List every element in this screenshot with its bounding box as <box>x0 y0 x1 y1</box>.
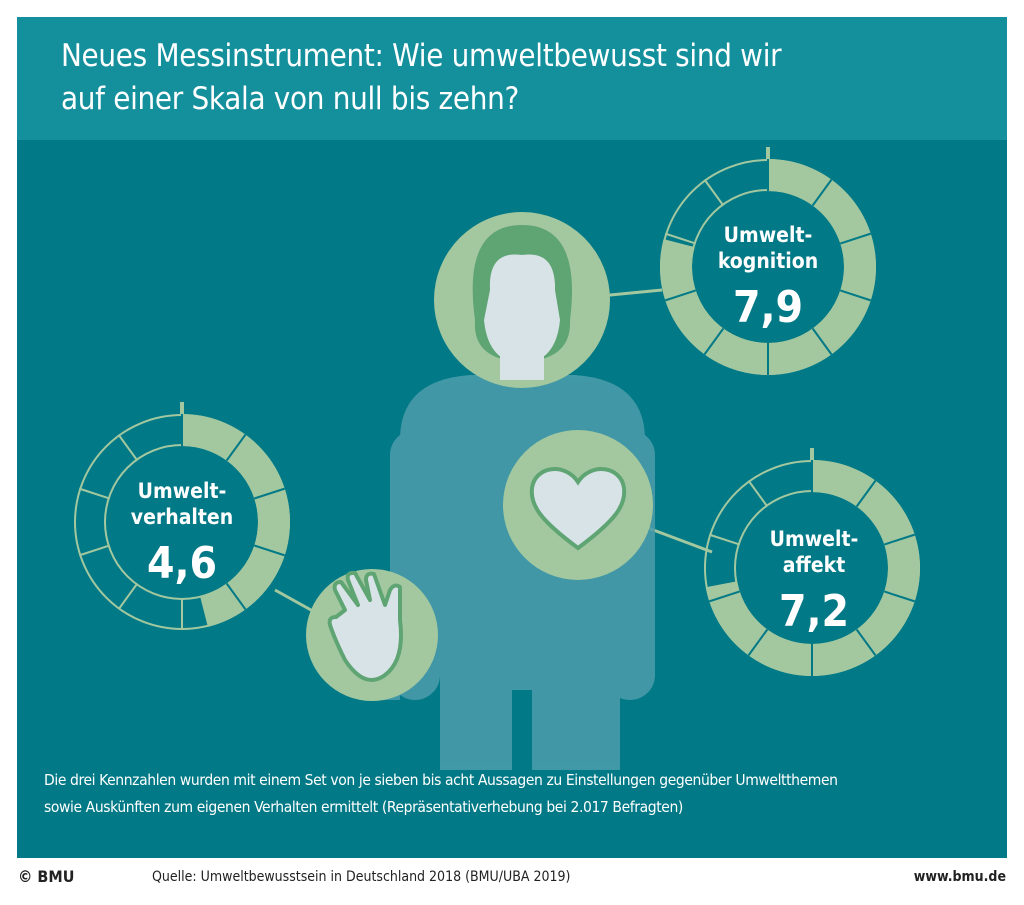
website-link[interactable]: www.bmu.de <box>913 869 1006 885</box>
gauge-label: kognition <box>717 249 819 273</box>
gauge-value: 4,6 <box>146 538 218 589</box>
gauge-tick <box>883 533 916 546</box>
gauge-tick <box>839 232 872 245</box>
gauge-value: 7,9 <box>732 282 804 333</box>
gauge-label: affekt <box>782 553 846 577</box>
gauge-value: 7,2 <box>778 586 850 637</box>
gauge-tick <box>708 590 741 603</box>
gauge-marker <box>663 239 695 250</box>
head-icon <box>434 212 610 388</box>
gauge-label: Umwelt- <box>137 479 227 503</box>
gauge-tick <box>117 582 139 610</box>
gauge-tick <box>855 480 877 508</box>
gauge-label: Umwelt- <box>723 223 813 247</box>
gauge-tick <box>747 628 769 656</box>
gauge-tick <box>117 434 139 462</box>
gauge-tick <box>708 533 741 546</box>
header: Neues Messinstrument: Wie umweltbewusst … <box>17 17 1007 140</box>
hand-icon <box>306 569 438 701</box>
gauge-marker <box>705 581 738 590</box>
gauge-tick <box>225 582 247 610</box>
gauge-tick <box>703 179 725 207</box>
gauge-tick <box>225 434 247 462</box>
gauge-tick <box>664 232 697 245</box>
title-line: auf einer Skala von null bis zehn? <box>61 81 520 117</box>
gauge-tick <box>703 327 725 355</box>
gauge-label: verhalten <box>130 505 234 529</box>
gauge-tick <box>253 487 286 500</box>
gauge-fill-verhalten <box>182 414 291 627</box>
page-title: Neues Messinstrument: Wie umweltbewusst … <box>61 35 782 121</box>
heart-icon <box>503 430 653 580</box>
gauge-tick <box>747 480 769 508</box>
gauge-label-affekt: Umwelt- affekt 7,2 <box>734 526 894 640</box>
connector-line <box>599 288 663 298</box>
gauge-tick <box>664 289 697 302</box>
source: Quelle: Umweltbewusstsein in Deutschland… <box>152 869 571 885</box>
gauge-tick <box>839 289 872 302</box>
gauge-label-verhalten: Umwelt- verhalten 4,6 <box>102 478 262 592</box>
methodology-note: Die drei Kennzahlen wurden mit einem Set… <box>44 767 838 821</box>
gauge-label-kognition: Umwelt- kognition 7,9 <box>688 222 848 336</box>
note-line: Die drei Kennzahlen wurden mit einem Set… <box>44 771 838 789</box>
gauge-tick <box>78 544 111 557</box>
gauge-tick <box>883 590 916 603</box>
title-line: Neues Messinstrument: Wie umweltbewusst … <box>61 38 782 74</box>
gauge-tick <box>811 179 833 207</box>
gauge-label: Umwelt- <box>769 527 859 551</box>
note-line: sowie Auskünften zum eigenen Verhalten e… <box>44 798 683 816</box>
person-figure <box>380 375 655 770</box>
gauge-tick <box>811 327 833 355</box>
gauge-tick <box>855 628 877 656</box>
copyright: © BMU <box>18 867 75 886</box>
gauge-tick <box>78 487 111 500</box>
gauge-marker <box>199 595 210 627</box>
gauge-tick <box>253 544 286 557</box>
